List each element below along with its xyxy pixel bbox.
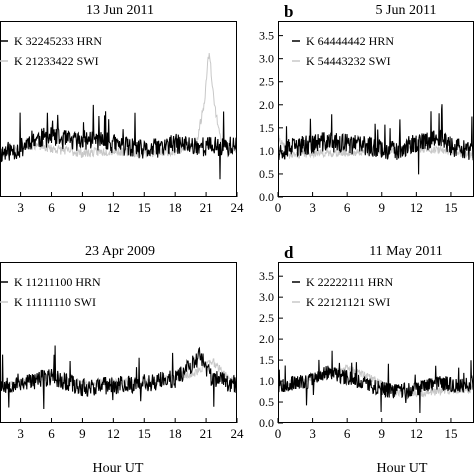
x-tick-label: 15 — [444, 426, 457, 441]
y-tick-label: 3.0 — [259, 52, 274, 66]
y-tick-label: 3.0 — [259, 290, 274, 304]
x-tick-label: 9 — [379, 426, 386, 441]
x-tick-label: 24 — [231, 200, 245, 215]
x-tick-label: 12 — [410, 426, 423, 441]
y-tick-label: 0.0 — [259, 416, 274, 430]
panel-23-apr-2009: 3 6 9 12 15 18 21 24 23 Apr 2009 K 11211100 HRN K … — [0, 244, 244, 441]
y-tick-label: 2.0 — [259, 98, 274, 112]
x-tick-label: 6 — [344, 426, 351, 441]
y-tick-label: 1.5 — [259, 121, 274, 135]
series-line-hrn — [278, 104, 474, 175]
panel-13-jun-2011: 3 6 9 12 15 18 21 24 13 Jun 2011 K 32245233 HRN K … — [0, 3, 244, 215]
legend-entry: K 22121121 SWI — [306, 295, 390, 309]
y-tick-label: 3.5 — [259, 29, 274, 43]
x-tick-label: 18 — [169, 426, 182, 441]
y-tick-label: 2.5 — [259, 75, 274, 89]
y-tick-label: 0.0 — [259, 190, 274, 204]
legend-entry: K 21233422 SWI — [14, 54, 99, 68]
x-tick-label: 6 — [344, 200, 351, 215]
y-tick-label: 1.0 — [259, 144, 274, 158]
x-tick-label: 24 — [231, 426, 245, 441]
y-tick-label: 0.5 — [259, 395, 274, 409]
x-tick-label: 12 — [410, 200, 423, 215]
x-tick-label: 0 — [275, 200, 282, 215]
x-tick-label: 9 — [379, 200, 386, 215]
y-tick-label: 1.0 — [259, 374, 274, 388]
legend-entry: K 54443232 SWI — [306, 54, 391, 68]
y-tick-label: 3.5 — [259, 269, 274, 283]
x-tick-label: 6 — [48, 426, 55, 441]
panel-title: 5 Jun 2011 — [376, 3, 437, 18]
panel-title: 11 May 2011 — [369, 244, 443, 259]
series-line-hrn — [278, 350, 474, 414]
x-tick-label: 3 — [309, 426, 316, 441]
x-tick-label: 3 — [309, 200, 316, 215]
x-tick-label: 15 — [138, 200, 151, 215]
panel-letter: b — [284, 2, 293, 21]
legend-entry: K 64444442 HRN — [306, 34, 394, 48]
plot-frame — [0, 21, 237, 197]
x-tick-label: 15 — [138, 426, 151, 441]
y-tick-label: 1.5 — [259, 353, 274, 367]
panel-letter: d — [284, 243, 294, 262]
x-axis-label-right: Hour UT — [377, 461, 428, 474]
x-axis-label-left: Hour UT — [93, 461, 144, 474]
y-tick-label: 0.5 — [259, 167, 274, 181]
panel-5-jun-2011: 0 3 6 9 12 15 0.0 0.5 1.0 1.5 2.0 2.5 3.0 3.5 5 Jun 20… — [259, 2, 474, 215]
panel-title: 23 Apr 2009 — [85, 244, 155, 259]
legend-entry: K 32245233 HRN — [14, 34, 102, 48]
x-tick-label: 12 — [107, 200, 120, 215]
x-tick-label: 21 — [200, 426, 213, 441]
legend-entry: K 22222111 HRN — [306, 275, 393, 289]
x-tick-label: 0 — [275, 426, 282, 441]
y-tick-label: 2.0 — [259, 332, 274, 346]
legend-entry: K 11111110 SWI — [14, 295, 96, 309]
panel-title: 13 Jun 2011 — [86, 3, 154, 18]
x-tick-label: 9 — [79, 200, 86, 215]
x-tick-label: 18 — [169, 200, 182, 215]
panel-11-may-2011: 0 3 6 9 12 15 0.0 0.5 1.0 1.5 2.0 2.5 3.0 3.5 11 May 2… — [259, 243, 474, 441]
x-tick-label: 12 — [107, 426, 120, 441]
x-tick-label: 15 — [444, 200, 457, 215]
series-line-hrn — [0, 345, 237, 410]
series-line-swi — [278, 364, 474, 398]
y-tick-label: 2.5 — [259, 311, 274, 325]
legend-entry: K 11211100 HRN — [14, 275, 101, 289]
x-tick-label: 21 — [200, 200, 213, 215]
x-tick-label: 3 — [17, 200, 24, 215]
plot-frame — [0, 262, 237, 423]
x-tick-label: 3 — [17, 426, 24, 441]
series-line-hrn — [0, 104, 237, 180]
x-tick-label: 6 — [48, 200, 55, 215]
x-tick-label: 9 — [79, 426, 86, 441]
